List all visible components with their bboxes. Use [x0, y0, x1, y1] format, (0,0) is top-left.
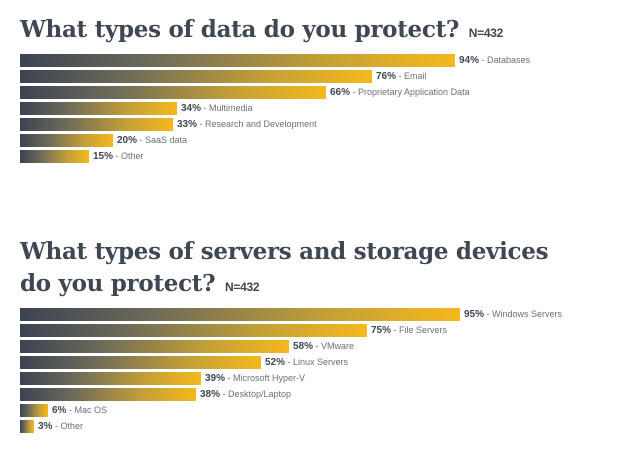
bar-label: 52% - Linux Servers	[261, 356, 348, 369]
bar-label: 58% - VMware	[289, 340, 354, 353]
bar	[20, 86, 326, 99]
bar-row: 94% - Databases	[20, 53, 610, 69]
bar	[20, 102, 177, 115]
bar-row: 34% - Multimedia	[20, 101, 610, 117]
bar	[20, 54, 455, 67]
bar-list: 95% - Windows Servers 75% - File Servers 5…	[20, 307, 610, 435]
bar-category: - Multimedia	[201, 103, 253, 113]
chart-data-types: What types of data do you protect? N=432…	[20, 14, 610, 165]
bar-category: - Other	[113, 151, 144, 161]
bar-label: 39% - Microsoft Hyper-V	[201, 372, 305, 385]
bar-row: 38% - Desktop/Laptop	[20, 387, 610, 403]
bar-label: 33% - Research and Development	[173, 118, 317, 131]
bar-category: - Other	[52, 421, 83, 431]
bar-category: - Windows Servers	[484, 309, 563, 319]
bar-value: 58%	[293, 341, 314, 352]
bar-row: 39% - Microsoft Hyper-V	[20, 371, 610, 387]
bar-value: 76%	[376, 71, 397, 82]
sample-size: N=432	[225, 280, 260, 294]
bar-category: - Research and Development	[197, 119, 317, 129]
bar-label: 76% - Email	[372, 70, 427, 83]
bar-row: 58% - VMware	[20, 339, 610, 355]
bar	[20, 420, 34, 433]
bar-category: - Mac OS	[66, 405, 107, 415]
bar-label: 3% - Other	[34, 420, 83, 433]
bar	[20, 324, 367, 337]
bar-value: 39%	[205, 373, 226, 384]
bar-value: 94%	[459, 55, 480, 66]
bar-label: 75% - File Servers	[367, 324, 447, 337]
bar-value: 66%	[330, 87, 351, 98]
bar-category: - Email	[396, 71, 427, 81]
title-line-2: do you protect?	[20, 270, 216, 297]
bar	[20, 388, 196, 401]
bar	[20, 308, 460, 321]
bar-row: 6% - Mac OS	[20, 403, 610, 419]
bar	[20, 340, 289, 353]
bar-value: 38%	[200, 389, 221, 400]
bar-value: 20%	[117, 135, 138, 146]
bar-row: 95% - Windows Servers	[20, 307, 610, 323]
bar-label: 66% - Proprietary Application Data	[326, 86, 470, 99]
bar-label: 95% - Windows Servers	[460, 308, 562, 321]
bar-value: 75%	[371, 325, 392, 336]
bar-value: 34%	[181, 103, 202, 114]
bar-label: 34% - Multimedia	[177, 102, 253, 115]
bar-category: - Proprietary Application Data	[350, 87, 470, 97]
bar-category: - Linux Servers	[285, 357, 349, 367]
bar-row: 33% - Research and Development	[20, 117, 610, 133]
bar-category: - Microsoft Hyper-V	[225, 373, 306, 383]
bar	[20, 404, 48, 417]
sample-size: N=432	[468, 26, 504, 40]
bar	[20, 356, 261, 369]
bar-category: - VMware	[313, 341, 355, 351]
bar-category: - Desktop/Laptop	[220, 389, 292, 399]
bar	[20, 150, 89, 163]
bar-category: - SaaS data	[137, 135, 188, 145]
bar-row: 3% - Other	[20, 419, 610, 435]
bar-value: 15%	[93, 151, 114, 162]
bar-value: 33%	[177, 119, 198, 130]
bar-list: 94% - Databases 76% - Email 66% - Propriet…	[20, 53, 610, 165]
title-line-1: What types of servers and storage device…	[20, 238, 549, 265]
chart-server-types: What types of servers and storage device…	[20, 236, 610, 435]
bar	[20, 372, 201, 385]
bar-value: 52%	[265, 357, 286, 368]
bar-value: 6%	[52, 405, 67, 416]
bar-value: 95%	[464, 309, 485, 320]
chart-title: What types of data do you protect? N=432	[20, 16, 504, 43]
bar-label: 38% - Desktop/Laptop	[196, 388, 291, 401]
bar-row: 20% - SaaS data	[20, 133, 610, 149]
bar-value: 3%	[38, 421, 53, 432]
bar	[20, 134, 113, 147]
bar-category: - Databases	[479, 55, 531, 65]
bar-category: - File Servers	[391, 325, 448, 335]
bar-row: 76% - Email	[20, 69, 610, 85]
bar-label: 20% - SaaS data	[113, 134, 187, 147]
chart-title: What types of servers and storage device…	[20, 236, 610, 303]
bar-row: 66% - Proprietary Application Data	[20, 85, 610, 101]
bar	[20, 70, 372, 83]
bar-row: 15% - Other	[20, 149, 610, 165]
bar-label: 15% - Other	[89, 150, 144, 163]
bar-row: 52% - Linux Servers	[20, 355, 610, 371]
bar-label: 94% - Databases	[455, 54, 530, 67]
bar-row: 75% - File Servers	[20, 323, 610, 339]
bar-label: 6% - Mac OS	[48, 404, 107, 417]
bar	[20, 118, 173, 131]
